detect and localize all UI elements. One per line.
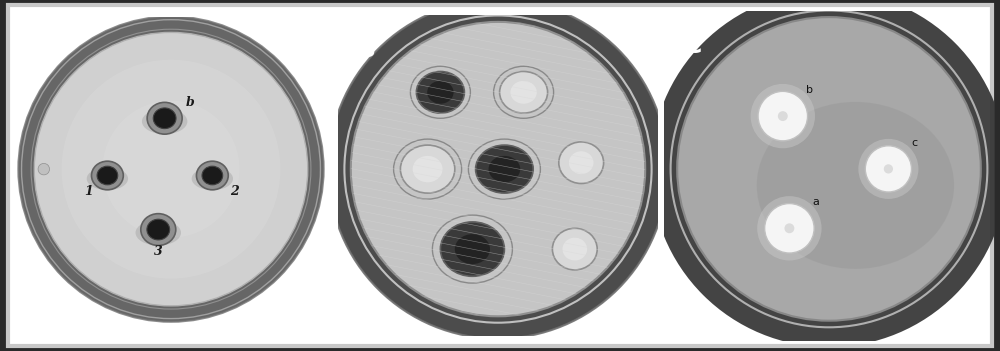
FancyBboxPatch shape	[8, 5, 992, 346]
Circle shape	[765, 204, 814, 253]
Ellipse shape	[455, 234, 490, 264]
Ellipse shape	[413, 156, 443, 182]
Ellipse shape	[87, 167, 128, 190]
Ellipse shape	[416, 72, 464, 113]
Text: 2: 2	[230, 185, 239, 198]
Circle shape	[858, 139, 918, 199]
Text: A: A	[31, 39, 50, 63]
Ellipse shape	[552, 228, 597, 270]
Ellipse shape	[103, 101, 239, 238]
Ellipse shape	[651, 0, 1000, 347]
Ellipse shape	[400, 145, 455, 193]
Ellipse shape	[91, 161, 123, 190]
Ellipse shape	[18, 16, 324, 322]
Ellipse shape	[500, 72, 548, 113]
Text: c: c	[912, 138, 918, 147]
Circle shape	[884, 164, 893, 173]
Ellipse shape	[440, 222, 504, 276]
Text: 3: 3	[154, 245, 163, 258]
Circle shape	[865, 146, 912, 192]
Ellipse shape	[196, 161, 228, 190]
Circle shape	[784, 223, 794, 233]
Text: b: b	[186, 96, 194, 109]
Ellipse shape	[328, 0, 668, 339]
Ellipse shape	[757, 102, 954, 269]
Text: C: C	[684, 34, 702, 58]
Ellipse shape	[510, 81, 537, 104]
Text: b: b	[806, 85, 813, 95]
Ellipse shape	[569, 151, 594, 174]
Circle shape	[757, 196, 822, 260]
Circle shape	[38, 164, 50, 175]
Ellipse shape	[192, 167, 233, 190]
Ellipse shape	[97, 166, 118, 185]
Ellipse shape	[562, 238, 587, 260]
Ellipse shape	[142, 109, 187, 134]
Ellipse shape	[489, 156, 520, 182]
Ellipse shape	[136, 220, 181, 245]
Ellipse shape	[476, 145, 533, 193]
Circle shape	[758, 91, 808, 141]
Ellipse shape	[677, 17, 981, 321]
Text: B: B	[357, 38, 376, 62]
Ellipse shape	[427, 81, 454, 104]
Circle shape	[751, 84, 815, 148]
Ellipse shape	[559, 142, 604, 184]
Ellipse shape	[34, 32, 308, 306]
Text: 1: 1	[84, 185, 93, 198]
Ellipse shape	[147, 102, 182, 134]
Ellipse shape	[351, 22, 645, 316]
Ellipse shape	[153, 108, 176, 128]
Text: a: a	[812, 197, 819, 207]
Circle shape	[778, 111, 788, 121]
Ellipse shape	[141, 214, 176, 245]
Ellipse shape	[62, 60, 280, 279]
Ellipse shape	[147, 219, 170, 240]
Ellipse shape	[202, 166, 223, 185]
